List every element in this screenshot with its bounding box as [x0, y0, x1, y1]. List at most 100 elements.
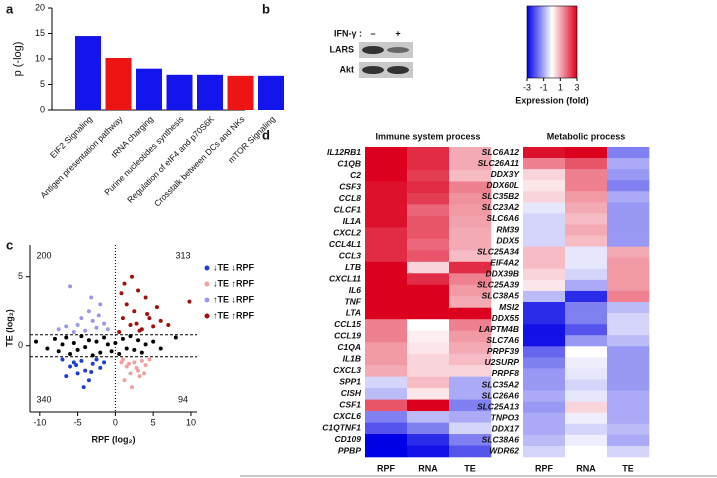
heatmap-cell — [523, 346, 566, 358]
heatmap-cell — [365, 342, 408, 354]
gene-label: CCL19 — [334, 331, 361, 341]
point — [64, 324, 69, 329]
point — [68, 352, 73, 357]
point — [132, 360, 137, 365]
panel-label: a — [6, 1, 14, 16]
heatmap-cell — [449, 319, 492, 332]
heatmap-cell — [407, 342, 450, 354]
column-label: RNA — [576, 463, 596, 473]
gene-label: CXCL3 — [333, 365, 361, 375]
bar — [258, 75, 284, 110]
heatmap-cell — [607, 224, 650, 236]
heatmap-cell — [407, 238, 450, 251]
heatmap-cell — [523, 434, 566, 447]
heatmap-cell — [523, 290, 566, 303]
gene-label: WDR62 — [489, 446, 519, 456]
legend-label: ↓TE ↓RPF — [213, 262, 255, 272]
point — [126, 361, 131, 366]
point — [158, 346, 163, 351]
heatmap-cell — [407, 147, 450, 159]
heatmap-cell — [365, 192, 408, 205]
heatmap-cell — [449, 158, 492, 171]
heatmap-cell — [449, 204, 492, 217]
bar — [227, 75, 254, 110]
x-tick-label: -10 — [33, 417, 46, 427]
gene-label: SLC35B2 — [482, 191, 520, 201]
gene-label: SLC7A6 — [486, 335, 519, 345]
heatmap-cell — [449, 434, 492, 446]
point — [117, 329, 122, 334]
point — [128, 371, 133, 376]
point — [132, 347, 137, 352]
heatmap-cell — [365, 296, 408, 309]
heatmap-cell — [523, 412, 566, 425]
y-tick-label: 15 — [35, 28, 45, 38]
heatmap-cell — [449, 261, 492, 274]
heatmap-cell — [565, 235, 608, 247]
point — [102, 360, 107, 365]
heatmap-title: Metabolic process — [547, 131, 626, 141]
legend-marker — [204, 297, 210, 303]
point — [98, 302, 103, 307]
point — [130, 274, 135, 279]
point — [68, 284, 73, 289]
point — [79, 358, 84, 363]
heatmap-cell — [523, 379, 566, 391]
heatmap-cell — [407, 215, 450, 228]
point — [124, 302, 129, 307]
point — [86, 378, 91, 383]
heatmap-cell — [607, 357, 650, 369]
gene-label: CISH — [341, 388, 362, 398]
point — [96, 313, 101, 318]
bar — [197, 74, 223, 110]
point — [128, 323, 133, 328]
gene-label: SLC25A34 — [477, 246, 519, 256]
gene-label: IL1B — [343, 354, 361, 364]
gene-label: DDX5 — [496, 235, 519, 245]
heatmap-cell — [565, 324, 608, 336]
heatmap-cell — [449, 399, 492, 412]
heatmap-cell — [523, 180, 566, 192]
heatmap-cell — [407, 284, 450, 297]
y-axis-label: p (-log) — [12, 42, 24, 77]
heatmap-cell — [523, 324, 566, 336]
heatmap-cell — [523, 335, 566, 347]
gene-label: DDX17 — [492, 424, 521, 434]
point — [136, 338, 141, 343]
heatmap-cell — [607, 445, 650, 458]
heatmap-cell — [523, 423, 566, 436]
heatmap-cell — [365, 215, 408, 228]
heatmap-cell — [565, 379, 608, 391]
point — [98, 350, 103, 355]
heatmap-cell — [565, 290, 608, 303]
point — [143, 342, 148, 347]
point — [89, 295, 94, 300]
gene-label: CXCL2 — [333, 227, 361, 237]
x-tick-label: 0 — [113, 417, 118, 427]
gene-label: C1QTNF1 — [322, 423, 361, 433]
heatmap-cell — [607, 290, 650, 303]
gene-label: PPBP — [338, 446, 361, 456]
heatmap-cell — [365, 422, 408, 435]
point — [139, 350, 144, 355]
point — [74, 363, 79, 368]
heatmap-cell — [407, 158, 450, 171]
heatmap-cell — [607, 279, 650, 292]
heatmap-cell — [607, 202, 650, 214]
heatmap-cell — [607, 368, 650, 380]
heatmap-cell — [365, 284, 408, 297]
heatmap-cell — [607, 191, 650, 203]
panel-label: b — [262, 1, 270, 16]
heatmap-title: Immune system process — [375, 131, 480, 141]
point — [94, 357, 99, 362]
y-tick-label: 5 — [40, 79, 45, 89]
point — [71, 340, 76, 345]
column-label: RPF — [535, 463, 554, 473]
column-label: RNA — [418, 463, 438, 473]
point — [154, 305, 159, 310]
heatmap-cell — [365, 261, 408, 274]
point — [137, 328, 142, 333]
band — [387, 66, 409, 74]
colorbar-tick-label: -3 — [523, 82, 531, 92]
legend-marker — [204, 313, 210, 319]
